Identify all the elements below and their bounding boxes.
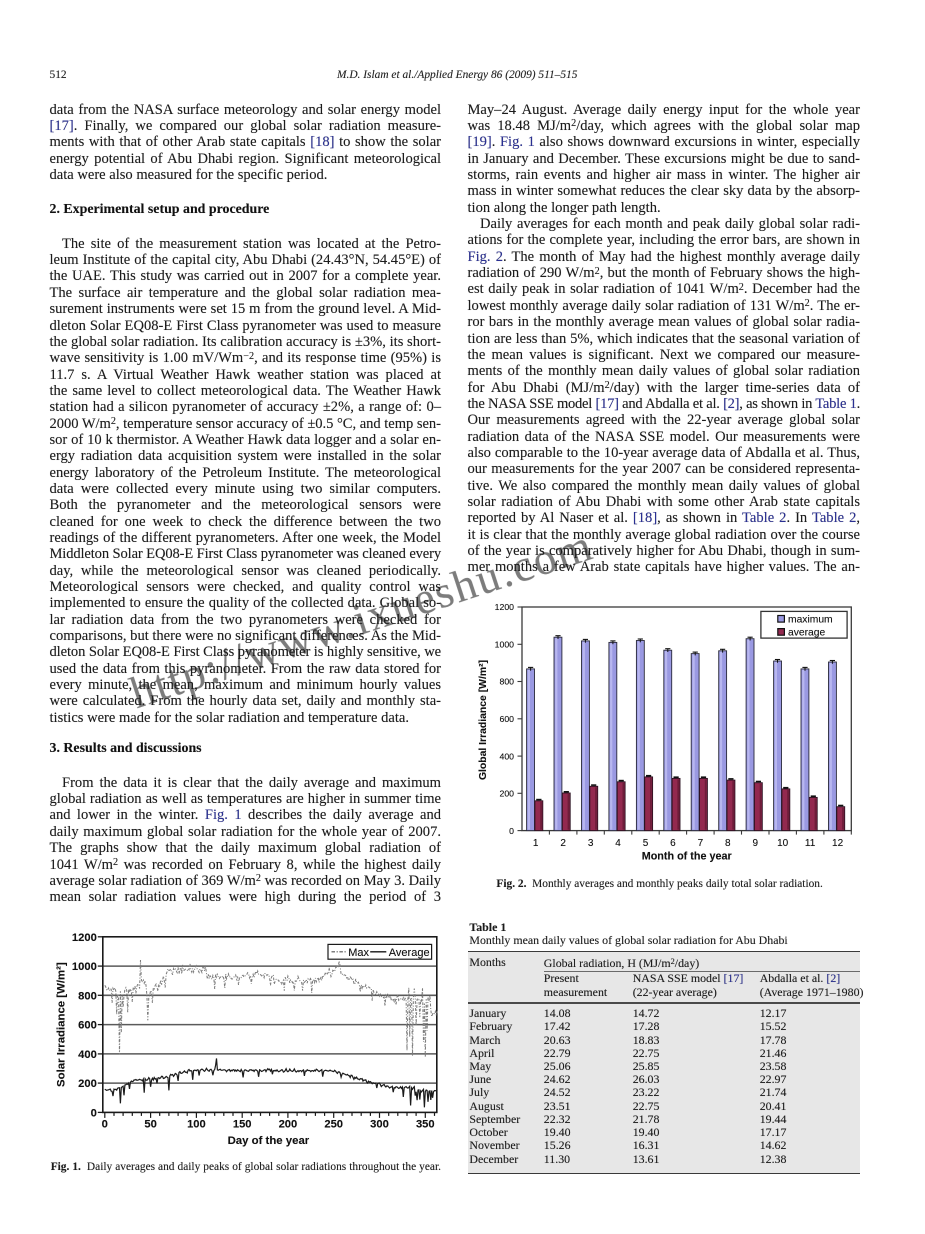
svg-text:150: 150 xyxy=(233,1119,252,1131)
svg-text:400: 400 xyxy=(500,751,515,761)
svg-text:1000: 1000 xyxy=(495,640,514,650)
svg-text:200: 200 xyxy=(78,1078,97,1090)
svg-text:350: 350 xyxy=(416,1119,435,1131)
svg-text:Solar Irradiance [W/m²]: Solar Irradiance [W/m²] xyxy=(56,962,68,1087)
svg-text:1: 1 xyxy=(533,838,539,849)
svg-text:8: 8 xyxy=(725,838,731,849)
svg-text:1200: 1200 xyxy=(72,932,97,944)
svg-text:2: 2 xyxy=(560,838,566,849)
svg-text:100: 100 xyxy=(187,1119,206,1131)
svg-text:200: 200 xyxy=(500,789,515,799)
svg-text:600: 600 xyxy=(78,1020,97,1032)
svg-text:maximum: maximum xyxy=(788,615,833,626)
svg-text:50: 50 xyxy=(144,1119,156,1131)
svg-text:7: 7 xyxy=(698,838,704,849)
svg-text:Month of the year: Month of the year xyxy=(642,851,733,863)
svg-text:0: 0 xyxy=(91,1108,97,1120)
svg-text:400: 400 xyxy=(78,1049,97,1061)
svg-text:200: 200 xyxy=(279,1119,298,1131)
svg-text:Day of the year: Day of the year xyxy=(228,1135,310,1147)
svg-text:600: 600 xyxy=(500,714,515,724)
svg-text:average: average xyxy=(788,628,825,639)
svg-text:800: 800 xyxy=(500,677,515,687)
svg-text:11: 11 xyxy=(805,838,816,849)
svg-text:12: 12 xyxy=(832,838,844,849)
svg-text:3: 3 xyxy=(588,838,594,849)
svg-text:300: 300 xyxy=(370,1119,389,1131)
svg-text:5: 5 xyxy=(643,838,649,849)
svg-text:Max: Max xyxy=(348,947,369,959)
svg-text:6: 6 xyxy=(670,838,676,849)
svg-text:4: 4 xyxy=(615,838,621,849)
svg-text:1000: 1000 xyxy=(72,961,97,973)
svg-text:0: 0 xyxy=(102,1119,108,1131)
svg-text:Average: Average xyxy=(389,947,430,959)
svg-text:250: 250 xyxy=(324,1119,343,1131)
svg-text:10: 10 xyxy=(777,838,789,849)
svg-text:Global Irradiance [W/m²]: Global Irradiance [W/m²] xyxy=(478,660,489,780)
svg-text:800: 800 xyxy=(78,990,97,1002)
svg-text:0: 0 xyxy=(509,826,514,836)
svg-text:9: 9 xyxy=(753,838,759,849)
svg-text:1200: 1200 xyxy=(495,602,514,612)
